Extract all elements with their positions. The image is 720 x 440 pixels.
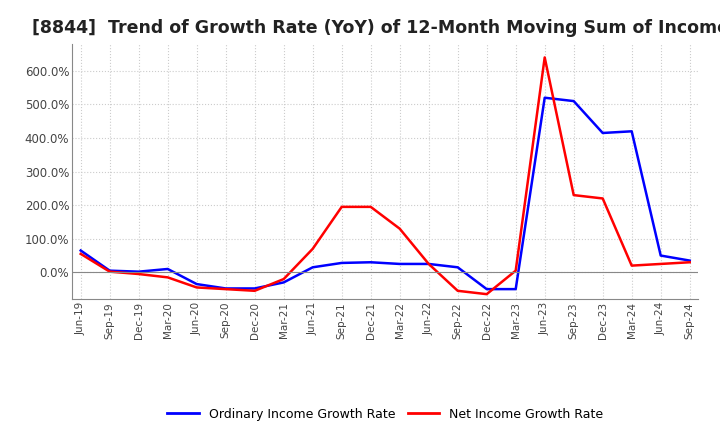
Net Income Growth Rate [454,288,462,293]
Legend: Ordinary Income Growth Rate, Net Income Growth Rate: Ordinary Income Growth Rate, Net Income … [163,403,608,425]
Net Income Growth Rate [105,269,114,274]
Net Income Growth Rate [163,275,172,280]
Net Income Growth Rate [395,226,404,231]
Net Income Growth Rate [279,276,288,282]
Net Income Growth Rate [221,286,230,292]
Ordinary Income Growth Rate [279,280,288,285]
Net Income Growth Rate [685,260,694,265]
Ordinary Income Growth Rate [598,130,607,136]
Title: [8844]  Trend of Growth Rate (YoY) of 12-Month Moving Sum of Incomes: [8844] Trend of Growth Rate (YoY) of 12-… [32,19,720,37]
Ordinary Income Growth Rate [570,99,578,104]
Ordinary Income Growth Rate [308,265,317,270]
Net Income Growth Rate [135,271,143,277]
Net Income Growth Rate [192,285,201,290]
Ordinary Income Growth Rate [135,269,143,274]
Net Income Growth Rate [76,251,85,257]
Net Income Growth Rate [541,55,549,60]
Ordinary Income Growth Rate [627,128,636,134]
Ordinary Income Growth Rate [251,286,259,291]
Ordinary Income Growth Rate [76,248,85,253]
Net Income Growth Rate [657,261,665,267]
Net Income Growth Rate [627,263,636,268]
Net Income Growth Rate [511,268,520,273]
Net Income Growth Rate [251,288,259,293]
Net Income Growth Rate [366,204,375,209]
Ordinary Income Growth Rate [338,260,346,266]
Ordinary Income Growth Rate [395,261,404,267]
Line: Net Income Growth Rate: Net Income Growth Rate [81,58,690,294]
Net Income Growth Rate [338,204,346,209]
Ordinary Income Growth Rate [685,258,694,263]
Line: Ordinary Income Growth Rate: Ordinary Income Growth Rate [81,98,690,289]
Ordinary Income Growth Rate [163,266,172,271]
Ordinary Income Growth Rate [511,286,520,292]
Ordinary Income Growth Rate [221,286,230,291]
Net Income Growth Rate [424,261,433,267]
Ordinary Income Growth Rate [657,253,665,258]
Ordinary Income Growth Rate [482,286,491,292]
Ordinary Income Growth Rate [454,265,462,270]
Net Income Growth Rate [482,292,491,297]
Net Income Growth Rate [570,192,578,198]
Ordinary Income Growth Rate [105,268,114,273]
Net Income Growth Rate [598,196,607,201]
Ordinary Income Growth Rate [424,261,433,267]
Net Income Growth Rate [308,246,317,252]
Ordinary Income Growth Rate [541,95,549,100]
Ordinary Income Growth Rate [192,282,201,287]
Ordinary Income Growth Rate [366,260,375,265]
